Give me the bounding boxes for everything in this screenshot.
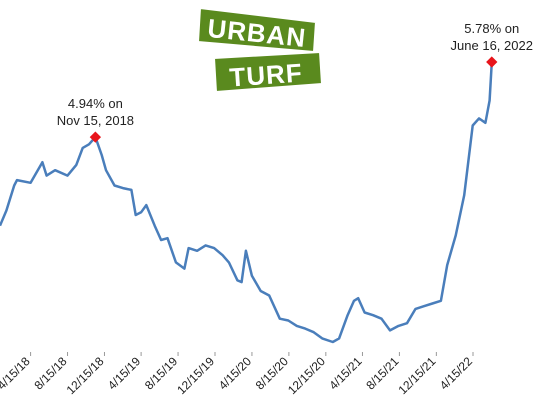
line — [0, 61, 494, 344]
annotation-text: June 16, 2022 — [451, 38, 533, 53]
logo-text: TURF — [228, 57, 303, 92]
x-tick-label: 12/15/21 — [396, 354, 439, 397]
logo-sign-bottom — [212, 50, 324, 94]
annotation-text: 5.78% on — [464, 21, 519, 36]
annotation-marker — [486, 56, 498, 68]
x-tick-label: 12/15/19 — [174, 354, 217, 397]
x-tick-label: 12/15/20 — [285, 354, 328, 397]
x-tick-label: 4/15/18 — [0, 354, 33, 392]
x-tick-label: 4/15/19 — [105, 354, 143, 392]
annotation-text: Nov 15, 2018 — [57, 113, 134, 128]
x-tick-label: 4/15/21 — [326, 354, 364, 392]
annotation-text: 4.94% on — [68, 96, 123, 111]
x-tick-label: 4/15/22 — [437, 354, 475, 392]
x-tick-label: 4/15/20 — [216, 354, 254, 392]
x-tick-label: 12/15/18 — [64, 354, 107, 397]
logo: URBAN TURF — [196, 6, 324, 94]
